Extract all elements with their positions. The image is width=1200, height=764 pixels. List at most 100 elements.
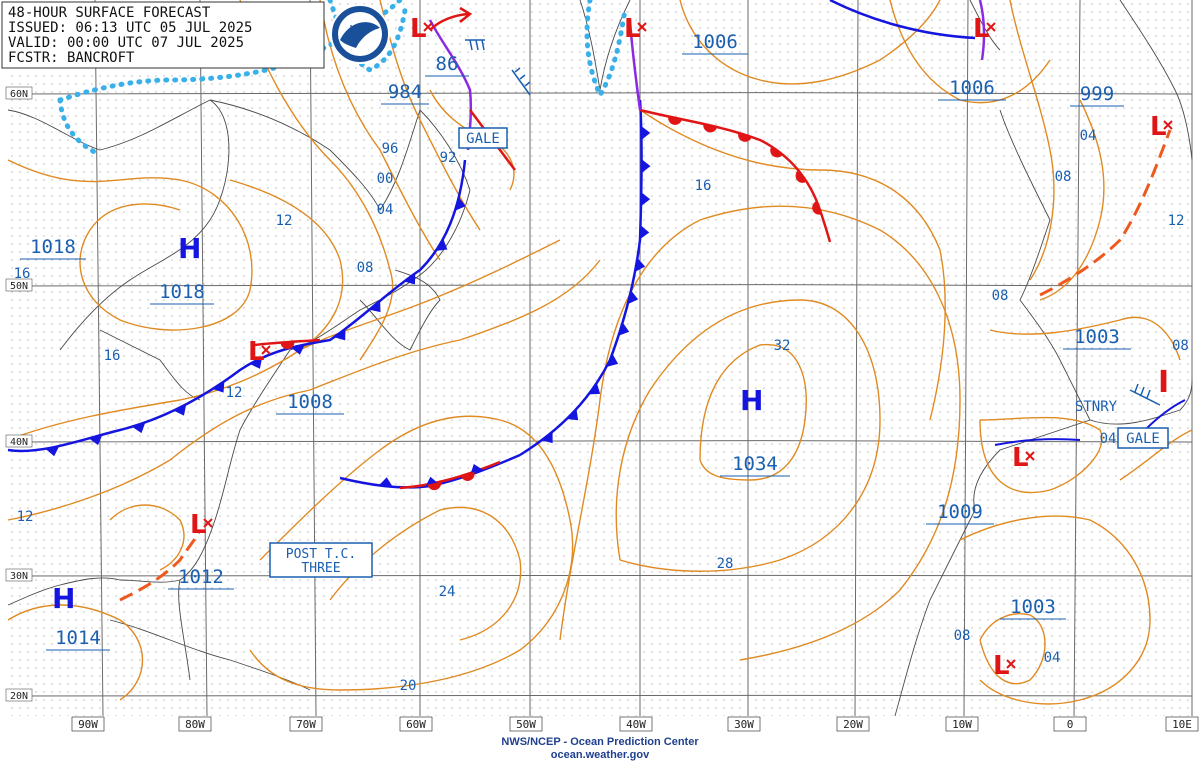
svg-text:L: L bbox=[248, 337, 265, 367]
header-line3: VALID: 00:00 UTC 07 JUL 2025 bbox=[8, 35, 244, 51]
warm-front-south-atlantic bbox=[399, 460, 501, 490]
lon-label: 50W bbox=[516, 718, 536, 731]
meridian-70w bbox=[309, 0, 317, 717]
warm-front-northeast bbox=[639, 108, 832, 243]
coast-iberia bbox=[973, 359, 1091, 511]
front-triangle bbox=[369, 300, 381, 313]
header-line1: 48-HOUR SURFACE FORECAST bbox=[8, 5, 211, 21]
low-symbol: L bbox=[1012, 443, 1035, 473]
low-symbol: L bbox=[624, 14, 647, 44]
isobar-1004-africa bbox=[979, 613, 1046, 685]
pressure-label-86: 86 bbox=[436, 53, 459, 75]
low-symbol-med-partial: I bbox=[1158, 365, 1169, 400]
front-triangle bbox=[334, 328, 346, 341]
isobar-label: 92 bbox=[440, 150, 457, 166]
pressure-label-999: 999 bbox=[1080, 83, 1114, 105]
post-tc-line1: POST T.C. bbox=[286, 547, 356, 562]
high-symbols: H H H bbox=[52, 232, 763, 615]
isobar-1012-gulf bbox=[7, 604, 144, 701]
front-triangle bbox=[641, 159, 651, 174]
lat-label: 50N bbox=[10, 281, 28, 292]
isobar-1020 bbox=[249, 415, 574, 691]
isobar-1008-africa bbox=[959, 515, 1151, 705]
front-triangle bbox=[588, 382, 601, 395]
low-symbol: L bbox=[190, 510, 213, 540]
coast-cuba bbox=[109, 619, 311, 691]
isobar-label: 28 bbox=[717, 556, 734, 572]
isobar-1004-uk bbox=[1009, 0, 1055, 281]
lat-label: 40N bbox=[10, 437, 28, 448]
high-symbol-gulf: H bbox=[52, 582, 75, 615]
coast-great-lakes bbox=[99, 329, 201, 401]
pressure-label-1006-greenland: 1006 bbox=[692, 31, 738, 53]
header-line2: ISSUED: 06:13 UTC 05 JUL 2025 bbox=[8, 20, 252, 36]
isobar-1028 bbox=[615, 299, 881, 572]
pressure-label-1018-west: 1018 bbox=[30, 236, 76, 258]
pressure-label-1012: 1012 bbox=[178, 566, 224, 588]
front-triangle bbox=[249, 357, 263, 369]
front-semicircle bbox=[795, 170, 807, 183]
low-symbol: L bbox=[410, 14, 433, 44]
coast-africa bbox=[894, 509, 976, 717]
warm-front-semicircles bbox=[280, 116, 822, 491]
front-semicircle bbox=[770, 146, 783, 158]
pressure-label-1006-iceland: 1006 bbox=[949, 77, 995, 99]
front-semicircle bbox=[812, 201, 822, 215]
header-box: 48-HOUR SURFACE FORECAST ISSUED: 06:13 U… bbox=[1, 1, 325, 69]
svg-text:L: L bbox=[190, 510, 207, 540]
isobar-1012-iberia bbox=[979, 416, 1103, 494]
front-triangle bbox=[641, 126, 651, 141]
low-symbol: L bbox=[1150, 112, 1173, 142]
pressure-label-1014: 1014 bbox=[55, 627, 101, 649]
isobar-label: 20 bbox=[400, 678, 417, 694]
coast-labrador bbox=[209, 99, 471, 211]
lon-label: 80W bbox=[185, 718, 205, 731]
trough-uk bbox=[1039, 129, 1172, 297]
post-tc-line2: THREE bbox=[301, 561, 340, 576]
noaa-logo: NOAA bbox=[330, 4, 390, 64]
front-triangle bbox=[88, 434, 103, 446]
low-symbol: L bbox=[973, 14, 996, 44]
pressure-label-1018: 1018 bbox=[159, 281, 205, 303]
lon-label: 30W bbox=[734, 718, 754, 731]
isobar-label: 16 bbox=[14, 266, 31, 282]
isobar-label: 12 bbox=[1168, 213, 1185, 229]
svg-text:L: L bbox=[1012, 443, 1029, 473]
lat-label: 30N bbox=[10, 571, 28, 582]
isobar-label: 04 bbox=[1100, 431, 1117, 447]
lon-label: 20W bbox=[843, 718, 863, 731]
pressure-label-984: 984 bbox=[388, 81, 422, 103]
occluded-front-iceland bbox=[978, 0, 986, 61]
coast-us-east bbox=[178, 349, 291, 681]
cold-front-central bbox=[519, 99, 643, 457]
front-triangle bbox=[640, 192, 651, 207]
front-triangle bbox=[378, 477, 393, 487]
low-symbols: L L L L L L L L bbox=[190, 14, 1173, 681]
svg-text:L: L bbox=[993, 651, 1010, 681]
front-semicircle bbox=[738, 132, 752, 142]
parallel-30n bbox=[7, 574, 1193, 577]
footer-agency: NWS/NCEP - Ocean Prediction Center bbox=[501, 736, 699, 748]
front-triangle bbox=[635, 258, 646, 272]
low-symbol: L bbox=[248, 337, 271, 367]
front-triangle bbox=[618, 322, 630, 336]
coast-newfoundland bbox=[359, 269, 441, 351]
front-triangle bbox=[45, 446, 60, 457]
stationary-front-iberia bbox=[994, 438, 1081, 446]
front-triangle bbox=[541, 431, 553, 444]
pressure-labels: 1018 1034 1014 984 1008 1012 1006 1006 9… bbox=[30, 31, 1120, 649]
ice-edge-hudson-south bbox=[57, 97, 103, 158]
isobar-1012-nw bbox=[229, 179, 344, 351]
front-triangle bbox=[436, 238, 448, 251]
high-symbol-great-lakes: H bbox=[178, 232, 201, 265]
trough-florida bbox=[119, 529, 202, 602]
gale-box-east: GALE bbox=[1117, 427, 1169, 449]
isobar-label-08-east: 08 bbox=[1172, 338, 1189, 354]
noaa-logo-text: NOAA bbox=[350, 24, 371, 32]
svg-text:L: L bbox=[973, 14, 990, 44]
latitude-labels: 60N 50N 40N 30N 20N bbox=[5, 86, 33, 702]
post-tc-box: POST T.C. THREE bbox=[269, 542, 373, 578]
pressure-label-1009: 1009 bbox=[937, 501, 983, 523]
front-semicircle bbox=[427, 481, 442, 491]
